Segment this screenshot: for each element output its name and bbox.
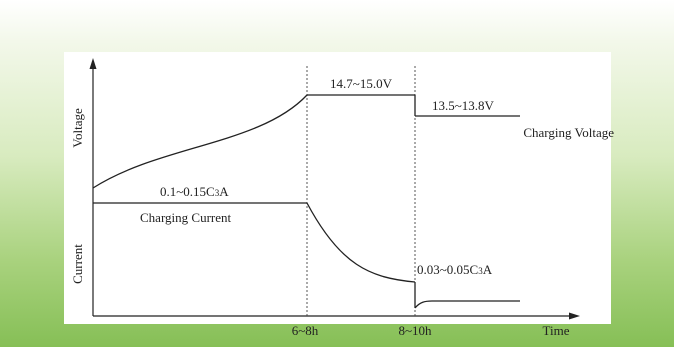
current-series-name: Charging Current [140, 210, 231, 225]
plot-area [64, 52, 611, 324]
current-stage-1-label: 0.1~0.15C3A [160, 184, 229, 199]
x-tick-label-2: 8~10h [398, 323, 432, 338]
current-stage-3-label: 0.03~0.05C3A [417, 262, 493, 277]
current-stage-3 [414, 300, 520, 309]
voltage-stage-2-label: 14.7~15.0V [330, 76, 393, 91]
voltage-stage-1 [92, 94, 308, 189]
voltage-series-name: Charging Voltage [523, 125, 614, 140]
x-tick-label-1: 6~8h [292, 323, 319, 338]
x-axis-label: Time [543, 323, 570, 338]
y-axis-label-voltage: Voltage [70, 108, 85, 148]
y-axis-arrow [89, 58, 97, 69]
voltage-stage-3-label: 13.5~13.8V [432, 98, 495, 113]
current-stage-2 [306, 202, 416, 283]
x-axis-arrow [569, 312, 580, 320]
y-axis-label-current: Current [70, 244, 85, 284]
